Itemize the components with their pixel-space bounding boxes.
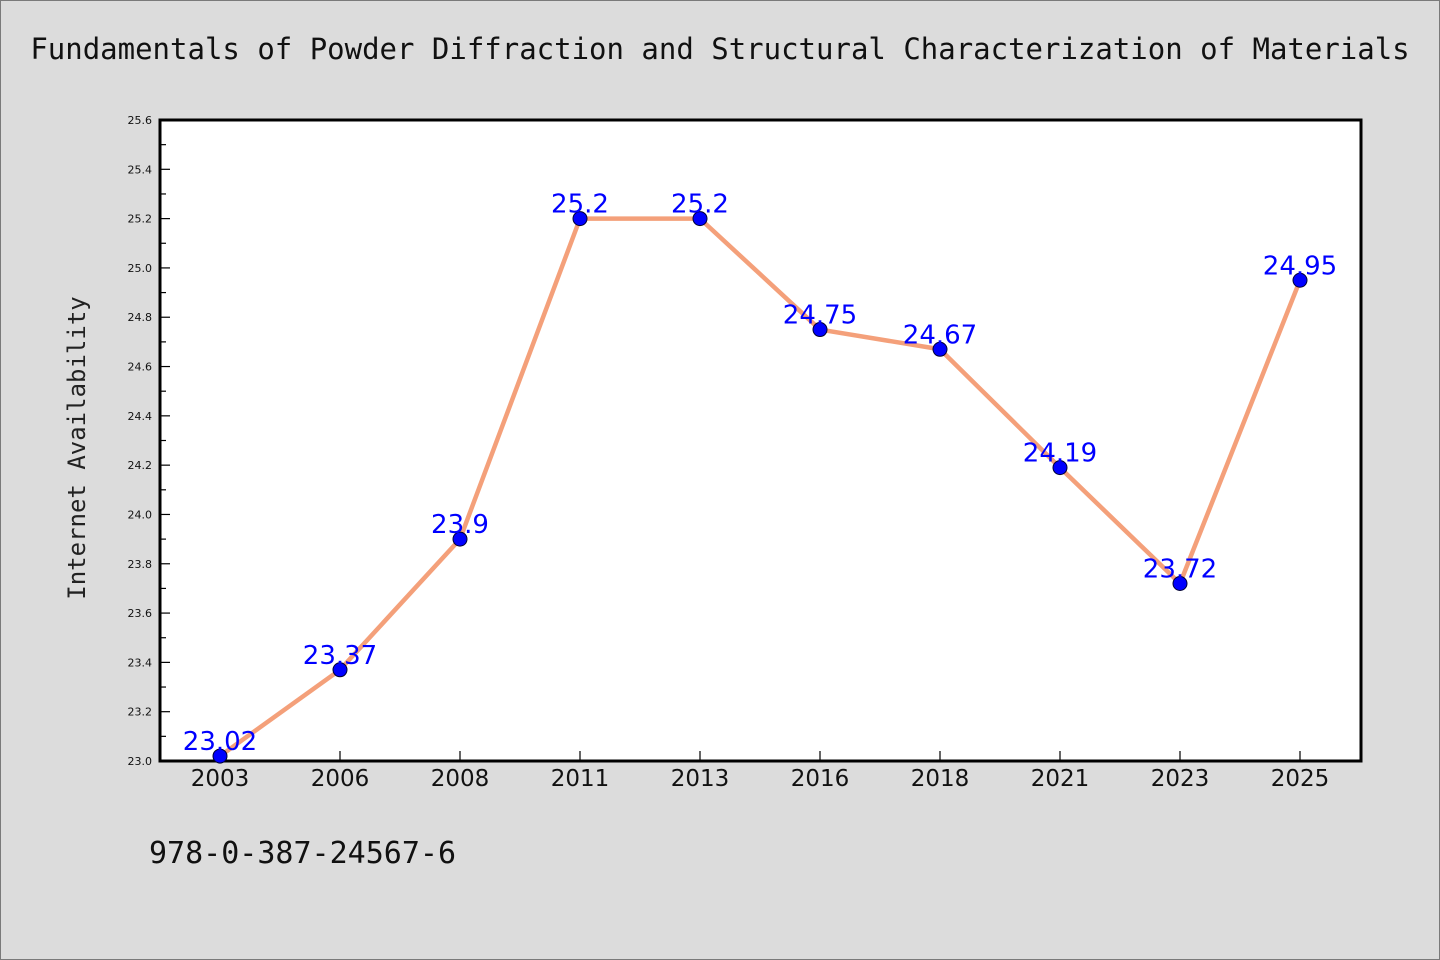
y-tick-label: 25.4: [128, 163, 153, 176]
y-axis-label: Internet Availability: [63, 296, 91, 599]
footer-isbn: 978-0-387-24567-6: [149, 836, 457, 871]
chart-title: Fundamentals of Powder Diffraction and S…: [30, 32, 1410, 66]
y-tick-label: 24.2: [128, 459, 153, 472]
data-point: [212, 748, 228, 764]
x-tick-label: 2016: [791, 766, 850, 792]
y-tick-label: 25.0: [128, 262, 153, 275]
data-point: [1052, 460, 1068, 476]
data-point: [692, 211, 708, 227]
data-markers: [212, 211, 1308, 764]
data-point: [332, 662, 348, 678]
y-tick-label: 24.6: [128, 361, 153, 374]
y-tick-label: 23.8: [128, 558, 153, 571]
x-tick-label: 2006: [311, 766, 370, 792]
data-point: [812, 322, 828, 338]
data-point: [1292, 272, 1308, 288]
data-point: [1172, 575, 1188, 591]
y-axis: 23.0 23.2 23.4 23.6 23.8 24.0 24.2 24.4 24.6 24.8…: [128, 114, 170, 768]
y-tick-label: 23.4: [128, 656, 153, 669]
data-label: 23.37: [303, 641, 377, 671]
y-tick-label: 25.6: [128, 114, 153, 127]
data-label: 24.67: [903, 320, 977, 350]
y-tick-label: 24.0: [128, 508, 153, 521]
y-tick-label: 23.6: [128, 607, 153, 620]
x-tick-label: 2013: [671, 766, 730, 792]
y-tick-label: 24.4: [128, 410, 153, 423]
data-label: 25.2: [551, 190, 609, 220]
data-label: 23.72: [1143, 554, 1217, 584]
x-axis: 2003 2006 2008 2011 2013 2016 2018 2021 2023 2025: [191, 751, 1330, 792]
y-tick-label: 23.0: [128, 755, 153, 768]
y-tick-label: 24.8: [128, 311, 153, 324]
data-label: 23.9: [431, 510, 489, 540]
series-line: [218, 216, 1303, 758]
x-tick-label: 2023: [1151, 766, 1210, 792]
data-point: [932, 341, 948, 357]
x-tick-label: 2003: [191, 766, 250, 792]
x-tick-label: 2021: [1031, 766, 1090, 792]
plot-area: [158, 118, 1363, 763]
data-label: 25.2: [671, 190, 729, 220]
data-point: [452, 531, 468, 547]
data-point: [572, 211, 588, 227]
data-labels: 23.02 23.37 23.9 25.2 25.2 24.75 24.67 24.19 23.…: [183, 190, 1337, 757]
x-tick-label: 2011: [551, 766, 610, 792]
x-tick-label: 2008: [431, 766, 490, 792]
x-tick-label: 2025: [1271, 766, 1330, 792]
y-tick-label: 25.2: [128, 213, 153, 226]
x-tick-label: 2018: [911, 766, 970, 792]
data-label: 23.02: [183, 727, 257, 757]
data-label: 24.19: [1023, 439, 1097, 469]
data-label: 24.75: [783, 301, 857, 331]
y-tick-label: 23.2: [128, 706, 153, 719]
data-label: 24.95: [1263, 251, 1337, 281]
